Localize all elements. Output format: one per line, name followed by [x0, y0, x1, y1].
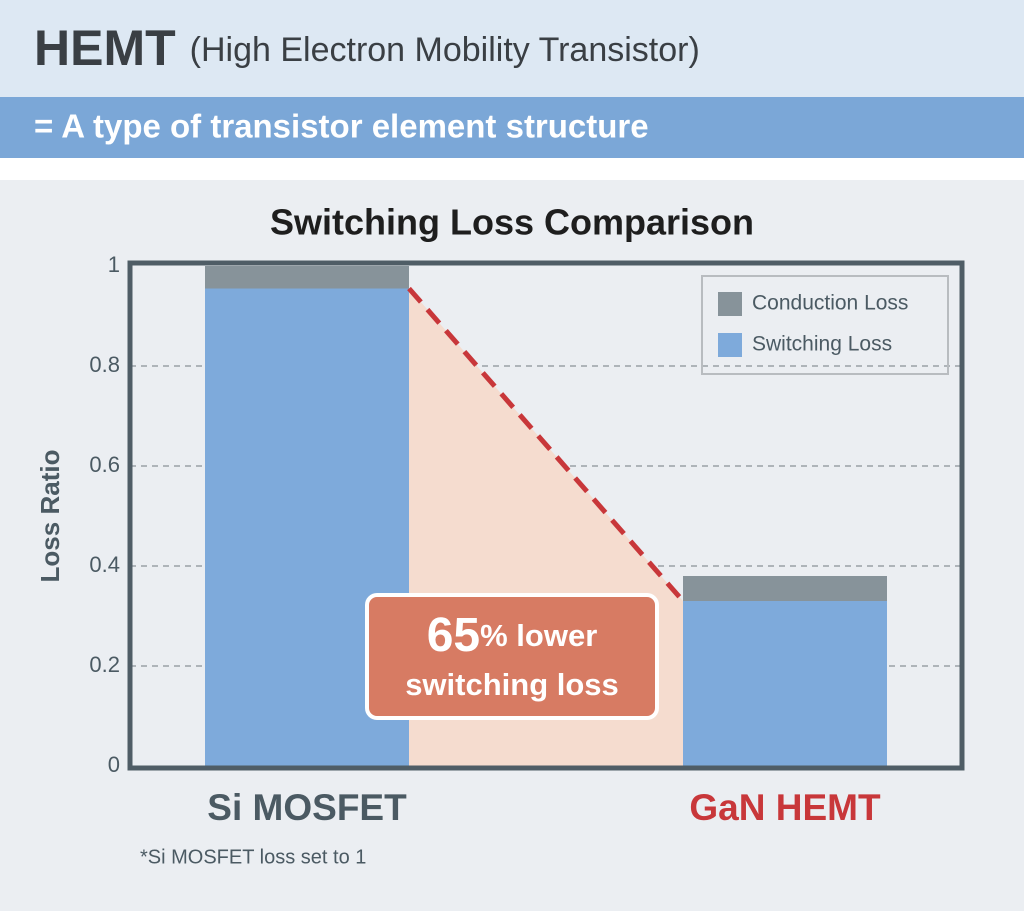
annotation: 65% lower switching loss: [365, 593, 659, 720]
annotation-box: [365, 593, 659, 720]
banner: [0, 97, 1024, 158]
legend-swatch: [718, 292, 742, 316]
header-band: [0, 0, 1024, 97]
y-tick-label: 0.2: [89, 652, 120, 677]
x-tick-label: Si MOSFET: [207, 787, 407, 828]
annotation-line2: switching loss: [405, 667, 619, 702]
bar-segment: [205, 266, 409, 289]
bar-segment: [683, 576, 887, 601]
annotation-number: 65: [427, 609, 480, 662]
y-axis-label: Loss Ratio: [35, 450, 65, 583]
y-tick-label: 0.6: [89, 452, 120, 477]
y-tick-label: 1: [108, 252, 120, 277]
footnote: *Si MOSFET loss set to 1: [140, 846, 366, 868]
chart-title: Switching Loss Comparison: [270, 202, 754, 243]
y-tick-label: 0.8: [89, 352, 120, 377]
x-tick-label: GaN HEMT: [689, 787, 881, 828]
header-title: HEMT (High Electron Mobility Transistor): [34, 20, 700, 76]
y-tick-label: 0: [108, 752, 120, 777]
banner-text: = A type of transistor element structure: [34, 108, 649, 145]
plot-frame: [127, 260, 965, 771]
y-tick-label: 0.4: [89, 552, 120, 577]
bar-segment: [683, 601, 887, 766]
annotation-line1: 65% lower: [427, 609, 598, 662]
legend-swatch: [718, 333, 742, 357]
reduction-line: [407, 286, 685, 603]
legend-label: Switching Loss: [752, 333, 892, 356]
header-subtitle: (High Electron Mobility Transistor): [190, 31, 700, 69]
header-title-main: HEMT: [34, 20, 176, 76]
legend-label: Conduction Loss: [752, 292, 908, 315]
annotation-text: % lower: [480, 618, 597, 653]
legend-box: [701, 275, 949, 375]
